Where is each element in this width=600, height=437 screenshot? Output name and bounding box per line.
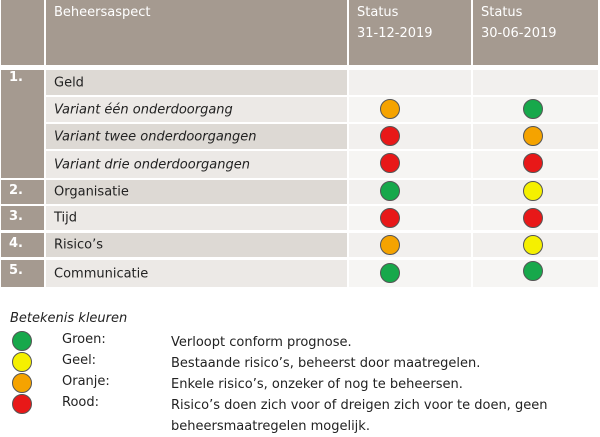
- header-num-cell: [1, 0, 44, 65]
- yellow-dot-icon: [12, 352, 32, 372]
- row-number-3: 3.: [1, 206, 44, 230]
- legend-item-green: Groen: Verloopt conform prognose.: [0, 330, 600, 352]
- red-status-dot-icon: [380, 153, 400, 173]
- legend-item-red: Rood: Risico’s doen zich voor of dreigen…: [0, 393, 600, 434]
- status1-cell-geld: [349, 70, 471, 95]
- aspect-cell-organisatie: Organisatie: [46, 180, 347, 204]
- legend-name: Groen:: [62, 332, 106, 347]
- aspect-cell-risicos: Risico’s: [46, 233, 347, 257]
- green-status-dot-icon: [380, 181, 400, 201]
- aspect-cell-variant-2: Variant twee onderdoorgangen: [46, 124, 347, 149]
- legend-name: Oranje:: [62, 374, 110, 389]
- yellow-status-dot-icon: [523, 235, 543, 255]
- legend-name: Rood:: [62, 395, 99, 410]
- aspect-cell-variant-3: Variant drie onderdoorgangen: [46, 151, 347, 178]
- header-status1-cell: Status 31-12-2019: [349, 0, 471, 65]
- legend-desc: Enkele risico’s, onzeker of nog te behee…: [171, 377, 463, 392]
- header-status2-line1: Status: [481, 5, 523, 20]
- status1-cell-variant-1: [349, 97, 471, 122]
- row-number-5: 5.: [1, 260, 44, 287]
- legend-name: Geel:: [62, 353, 97, 368]
- status1-cell-variant-2: [349, 124, 471, 149]
- status1-cell-organisatie: [349, 180, 471, 204]
- green-dot-icon: [12, 331, 32, 351]
- aspect-cell-variant-1: Variant één onderdoorgang: [46, 97, 347, 122]
- row-number-1: 1.: [1, 70, 44, 178]
- orange-status-dot-icon: [523, 126, 543, 146]
- orange-status-dot-icon: [380, 99, 400, 119]
- status1-cell-risicos: [349, 233, 471, 257]
- row-number-2: 2.: [1, 180, 44, 204]
- aspect-cell-communicatie: Communicatie: [46, 260, 347, 287]
- status1-cell-communicatie: [349, 260, 471, 287]
- green-status-dot-icon: [380, 263, 400, 283]
- aspect-cell-tijd: Tijd: [46, 206, 347, 230]
- red-dot-icon: [12, 394, 32, 414]
- row-number-4: 4.: [1, 233, 44, 257]
- orange-dot-icon: [12, 373, 32, 393]
- header-aspect-label: Beheersaspect: [54, 5, 151, 20]
- legend-desc: Bestaande risico’s, beheerst door maatre…: [171, 356, 481, 371]
- orange-status-dot-icon: [380, 235, 400, 255]
- legend-item-orange: Oranje: Enkele risico’s, onzeker of nog …: [0, 372, 600, 394]
- red-status-dot-icon: [380, 208, 400, 228]
- status2-cell-geld: [473, 70, 598, 95]
- header-status2-cell: Status 30-06-2019: [473, 0, 598, 65]
- green-status-dot-icon: [523, 99, 543, 119]
- header-status1-line2: 31-12-2019: [357, 26, 433, 41]
- legend-desc: Verloopt conform prognose.: [171, 335, 352, 350]
- header-status2-line2: 30-06-2019: [481, 26, 557, 41]
- red-status-dot-icon: [523, 153, 543, 173]
- status1-cell-tijd: [349, 206, 471, 230]
- aspect-cell-geld: Geld: [46, 70, 347, 95]
- red-status-dot-icon: [380, 126, 400, 146]
- status1-cell-variant-3: [349, 151, 471, 178]
- legend-item-yellow: Geel: Bestaande risico’s, beheerst door …: [0, 351, 600, 373]
- legend-desc: Risico’s doen zich voor of dreigen zich …: [171, 398, 548, 434]
- red-status-dot-icon: [523, 208, 543, 228]
- header-aspect-cell: Beheersaspect: [46, 0, 347, 65]
- yellow-status-dot-icon: [523, 181, 543, 201]
- green-status-dot-icon: [523, 261, 543, 281]
- header-status1-line1: Status: [357, 5, 399, 20]
- legend-title: Betekenis kleuren: [10, 311, 128, 326]
